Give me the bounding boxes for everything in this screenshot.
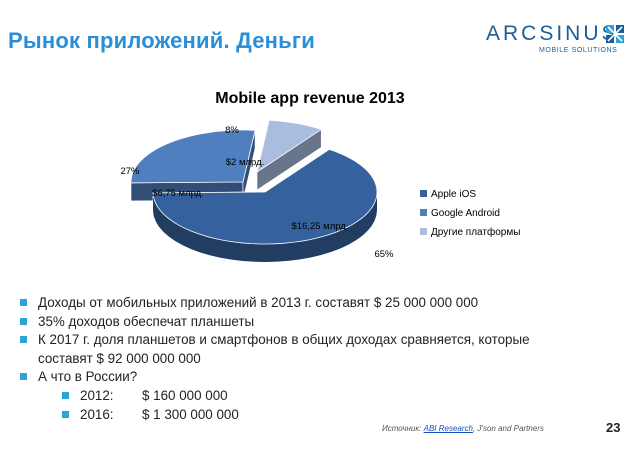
bullet-square-icon: [62, 391, 69, 399]
sub-bullet-value: $ 1 300 000 000: [142, 406, 239, 422]
slice-apple-ios: [152, 148, 378, 262]
source-prefix: Источник:: [382, 424, 424, 433]
legend-label: Google Android: [431, 208, 500, 219]
sub-bullet-value: $ 160 000 000: [142, 387, 228, 403]
bullet-square-icon: [62, 410, 69, 418]
bullet-list: Доходы от мобильных приложений в 2013 г.…: [18, 294, 578, 424]
percent-label: 27%: [120, 166, 140, 177]
bullet-item: 35% доходов обеспечат планшеты: [18, 313, 578, 332]
source-link[interactable]: ABI Research: [423, 424, 473, 433]
sub-bullet-item: 2016: $ 1 300 000 000: [18, 406, 578, 425]
source-note: Источник: ABI Research, J'son and Partne…: [382, 424, 544, 433]
legend-label: Другие платформы: [431, 226, 520, 238]
logo-mark-icon: [606, 25, 624, 43]
chart-legend: Apple iOS Google Android Другие платформы: [420, 189, 520, 238]
chart-title: Mobile app revenue 2013: [215, 90, 405, 107]
logo-wordmark: ARCSINUS: [486, 22, 619, 45]
revenue-pie-chart: Mobile app revenue 2013 $16,25 млрд. $6,7…: [120, 90, 520, 262]
sub-bullet-year: 2012:: [80, 387, 114, 403]
company-logo: ARCSINUS MOBILE SOLUTIONS: [486, 22, 626, 62]
bullet-square-icon: [20, 317, 27, 325]
legend-label: Apple iOS: [431, 189, 476, 200]
legend-swatch: [420, 209, 427, 216]
page-number: 23: [606, 420, 621, 435]
bullet-item: Доходы от мобильных приложений в 2013 г.…: [18, 294, 578, 313]
percent-label: 65%: [374, 249, 394, 260]
bullet-text: А что в России?: [38, 369, 138, 385]
legend-swatch: [420, 190, 427, 197]
sub-bullet-year: 2016:: [80, 406, 114, 422]
source-suffix: , J'son and Partners: [472, 424, 544, 433]
value-label: $6,75 млрд.: [152, 188, 204, 199]
percent-label: 8%: [225, 125, 239, 136]
bullet-square-icon: [20, 336, 27, 344]
slide-title: Рынок приложений. Деньги: [8, 28, 315, 53]
slice-other-platforms: [256, 119, 323, 191]
sub-bullet-item: 2012: $ 160 000 000: [18, 387, 578, 406]
legend-swatch: [420, 228, 427, 235]
bullet-item: А что в России?: [18, 368, 578, 387]
value-label: $16,25 млрд.: [291, 221, 348, 232]
bullet-item: К 2017 г. доля планшетов и смартфонов в …: [18, 331, 578, 368]
bullet-text: К 2017 г. доля планшетов и смартфонов в …: [38, 332, 530, 366]
bullet-square-icon: [20, 373, 27, 381]
bullet-square-icon: [20, 299, 27, 306]
bullet-text: 35% доходов обеспечат планшеты: [38, 313, 255, 329]
logo-subtext: MOBILE SOLUTIONS: [539, 47, 618, 54]
bullet-text: Доходы от мобильных приложений в 2013 г.…: [38, 295, 479, 310]
value-label: $2 млрд.: [226, 157, 265, 168]
